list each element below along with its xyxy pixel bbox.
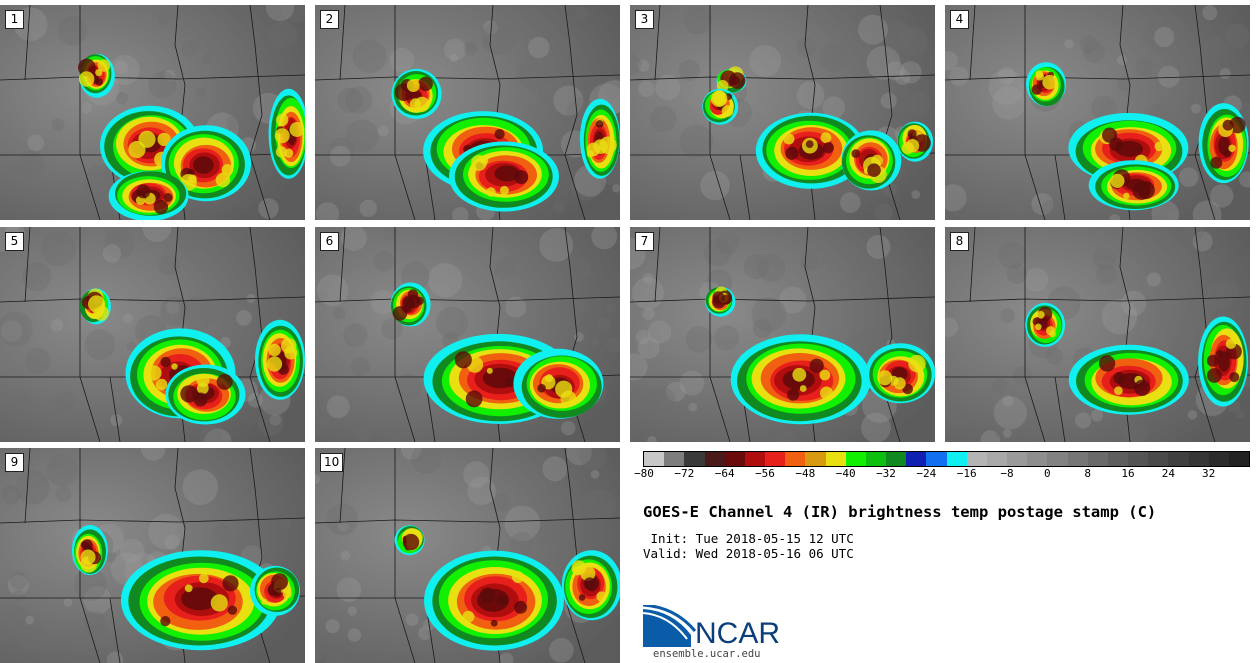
ncar-logo-text: NCAR: [695, 617, 780, 647]
panel-number: 3: [635, 10, 654, 29]
panel-number: 10: [320, 453, 344, 472]
colorbar-cell: [1148, 452, 1169, 466]
colorbar-tick-label: −48: [795, 467, 816, 480]
colorbar-cell: [664, 452, 685, 466]
panel-number: 5: [5, 232, 24, 251]
colorbar-cell: [1188, 452, 1209, 466]
colorbar-cell: [886, 452, 907, 466]
colorbar-tick-label: −16: [956, 467, 977, 480]
colorbar-cell: [845, 452, 866, 466]
colorbar-cell: [1067, 452, 1088, 466]
map-panel: 4: [945, 5, 1250, 220]
colorbar-cell: [644, 452, 665, 466]
colorbar-ticks: −80 −72 −64 −56 −48 −40 −32 −24 −16 −8 0 8 16 24 32: [634, 467, 1250, 487]
panel-number: 2: [320, 10, 339, 29]
colorbar-tick-label: 0: [1044, 467, 1051, 480]
map-panel: 6: [315, 227, 620, 442]
panel-number: 4: [950, 10, 969, 29]
map-panel: 3: [630, 5, 935, 220]
colorbar-cell: [1168, 452, 1189, 466]
map-panel: 1: [0, 5, 305, 220]
colorbar-cell: [704, 452, 725, 466]
colorbar-tick-label: −80: [634, 467, 654, 480]
figure-title: GOES-E Channel 4 (IR) brightness temp po…: [643, 503, 1157, 521]
colorbar-cell: [744, 452, 766, 466]
colorbar-cell: [785, 452, 806, 466]
colorbar-cell: [906, 452, 927, 466]
colorbar-tick-label: −32: [876, 467, 896, 480]
colorbar-cell: [1228, 452, 1250, 466]
colorbar-tick-label: −64: [714, 467, 735, 480]
ensemble-url: ensemble.ucar.edu: [653, 648, 761, 660]
panel-number: 7: [635, 232, 654, 251]
panel-number: 9: [5, 453, 24, 472]
ncar-logo-swoosh-icon: [643, 609, 691, 647]
colorbar-cell: [765, 452, 786, 466]
colorbar-tick-label: 24: [1161, 467, 1175, 480]
colorbar-cell: [1027, 452, 1048, 466]
colorbar-tick-label: −24: [916, 467, 937, 480]
colorbar-cell: [1128, 452, 1149, 466]
map-panel: 5: [0, 227, 305, 442]
ncar-logo: NCAR: [642, 603, 793, 650]
colorbar-tick-label: −8: [1000, 467, 1014, 480]
colorbar-cell: [1107, 452, 1129, 466]
map-panel: 9: [0, 448, 305, 663]
map-panel: 10: [315, 448, 620, 663]
colorbar-cell: [1087, 452, 1108, 466]
colorbar-tick-label: 16: [1121, 467, 1135, 480]
colorbar-tick-label: −72: [674, 467, 695, 480]
colorbar-tick-label: 32: [1202, 467, 1216, 480]
colorbar-cell: [805, 452, 826, 466]
map-panel: 2: [315, 5, 620, 220]
valid-time: Valid: Wed 2018-05-16 06 UTC: [643, 546, 854, 561]
panel-number: 1: [5, 10, 24, 29]
colorbar-cell: [1007, 452, 1028, 466]
colorbar-tick-label: −56: [755, 467, 775, 480]
colorbar-tick-label: 8: [1084, 467, 1091, 480]
colorbar-cell: [684, 452, 705, 466]
map-panel: 8: [945, 227, 1250, 442]
panel-number: 8: [950, 232, 969, 251]
init-time: Init: Tue 2018-05-15 12 UTC: [643, 531, 854, 546]
map-panel: 7: [630, 227, 935, 442]
colorbar-cell: [986, 452, 1008, 466]
colorbar: [643, 451, 1250, 467]
colorbar-cell: [865, 452, 887, 466]
colorbar-tick-label: −40: [835, 467, 856, 480]
colorbar-cell: [966, 452, 987, 466]
colorbar-cell: [1047, 452, 1068, 466]
colorbar-cell: [946, 452, 967, 466]
colorbar-cell: [926, 452, 947, 466]
panel-number: 6: [320, 232, 339, 251]
colorbar-cell: [724, 452, 745, 466]
colorbar-cell: [825, 452, 846, 466]
colorbar-cell: [1208, 452, 1229, 466]
